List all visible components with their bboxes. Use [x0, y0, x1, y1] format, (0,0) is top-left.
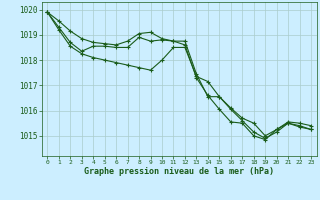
X-axis label: Graphe pression niveau de la mer (hPa): Graphe pression niveau de la mer (hPa) — [84, 167, 274, 176]
